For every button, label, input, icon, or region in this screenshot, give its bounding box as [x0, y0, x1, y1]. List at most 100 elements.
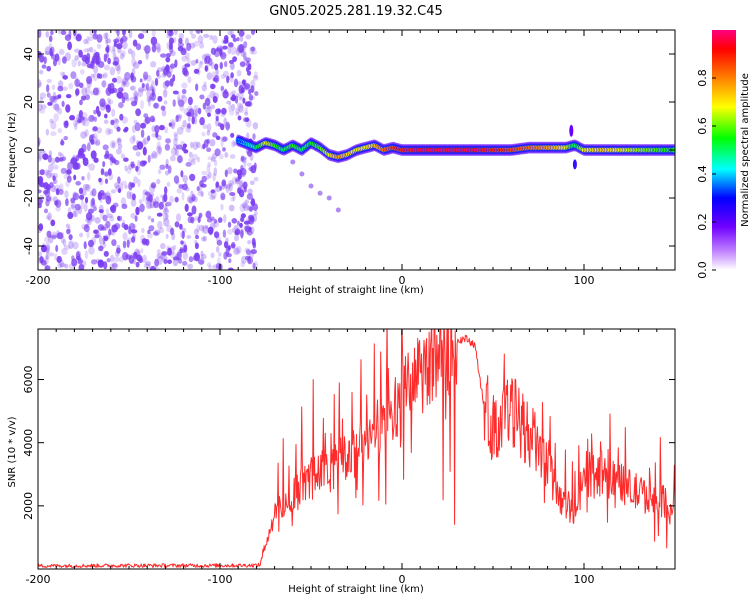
- noise-speckle: [74, 55, 79, 61]
- noise-speckle: [81, 61, 88, 67]
- noise-speckle: [147, 135, 151, 142]
- noise-speckle: [189, 42, 196, 49]
- noise-speckle: [210, 47, 217, 55]
- noise-speckle: [83, 241, 87, 250]
- noise-speckle: [212, 92, 219, 101]
- noise-speckle: [54, 103, 60, 112]
- noise-speckle: [197, 216, 201, 224]
- noise-speckle: [48, 252, 55, 257]
- noise-speckle: [189, 173, 196, 182]
- noise-speckle: [249, 180, 255, 186]
- noise-speckle: [208, 229, 213, 236]
- noise-speckle: [86, 230, 90, 239]
- noise-speckle: [220, 203, 224, 211]
- noise-speckle: [89, 46, 94, 53]
- noise-speckle: [129, 191, 134, 200]
- noise-speckle: [82, 183, 90, 190]
- noise-speckle: [196, 30, 200, 34]
- noise-speckle: [150, 182, 157, 189]
- noise-speckle: [160, 105, 166, 111]
- noise-speckle: [124, 165, 128, 172]
- noise-speckle: [176, 251, 182, 261]
- noise-speckle: [177, 155, 183, 164]
- faint-trace-point: [308, 183, 314, 189]
- noise-speckle: [61, 156, 67, 161]
- noise-speckle: [40, 245, 47, 253]
- noise-speckle: [183, 70, 189, 77]
- noise-speckle: [127, 48, 133, 55]
- noise-speckle: [244, 106, 248, 114]
- noise-speckle: [181, 192, 185, 201]
- noise-speckle: [115, 36, 121, 44]
- noise-speckle: [170, 147, 178, 156]
- colorbar-gradient: [712, 30, 736, 270]
- noise-speckle: [153, 152, 159, 159]
- noise-speckle: [173, 144, 179, 151]
- noise-speckle: [45, 215, 51, 220]
- noise-speckle: [199, 60, 204, 65]
- noise-speckle: [93, 109, 97, 115]
- noise-speckle: [214, 63, 219, 71]
- noise-speckle: [77, 258, 84, 265]
- noise-speckle: [61, 86, 68, 91]
- noise-speckle: [142, 71, 149, 80]
- noise-speckle: [199, 117, 205, 126]
- noise-speckle: [48, 235, 54, 244]
- noise-speckle: [228, 182, 233, 192]
- noise-speckle: [217, 257, 221, 264]
- noise-speckle: [234, 234, 239, 242]
- noise-speckle: [75, 89, 79, 97]
- noise-speckle: [188, 151, 193, 158]
- noise-speckle: [226, 76, 231, 81]
- noise-speckle: [61, 100, 65, 107]
- noise-speckle: [236, 81, 243, 86]
- noise-speckle: [109, 82, 115, 91]
- noise-speckle: [210, 189, 216, 194]
- noise-speckle: [207, 156, 214, 161]
- noise-speckle: [182, 260, 188, 266]
- noise-speckle: [86, 36, 90, 45]
- noise-speckle: [70, 204, 76, 210]
- noise-speckle: [84, 129, 89, 137]
- noise-speckle: [167, 165, 172, 174]
- noise-speckle: [236, 102, 244, 109]
- noise-speckle: [202, 225, 209, 235]
- noise-speckle: [175, 180, 180, 185]
- noise-speckle: [230, 103, 236, 111]
- noise-speckle: [243, 55, 247, 62]
- noise-speckle: [105, 191, 111, 200]
- noise-speckle: [90, 90, 96, 96]
- snr-frame: [37, 328, 676, 570]
- noise-speckle: [153, 201, 159, 208]
- noise-speckle: [168, 122, 172, 127]
- noise-speckle: [241, 255, 247, 264]
- y-tick-label: -40: [22, 237, 35, 255]
- noise-speckle: [160, 243, 166, 250]
- y-tick-label: 20: [22, 95, 35, 109]
- noise-speckle: [117, 143, 123, 150]
- noise-speckle: [145, 200, 152, 210]
- noise-speckle: [195, 30, 202, 34]
- noise-speckle: [132, 134, 136, 142]
- noise-speckle: [165, 163, 169, 170]
- noise-speckle: [114, 182, 119, 189]
- noise-speckle: [180, 170, 184, 178]
- noise-speckle: [246, 100, 253, 107]
- noise-speckle: [187, 212, 193, 217]
- noise-speckle: [210, 157, 216, 163]
- noise-speckle: [204, 225, 209, 230]
- noise-speckle: [131, 193, 136, 201]
- noise-speckle: [151, 150, 157, 159]
- noise-speckle: [133, 90, 138, 99]
- noise-speckle: [132, 145, 139, 151]
- noise-speckle: [66, 169, 72, 175]
- x-tick-label: -200: [26, 274, 51, 287]
- noise-speckle: [179, 102, 185, 112]
- noise-speckle: [95, 87, 101, 96]
- noise-speckle: [117, 215, 121, 221]
- noise-speckle: [239, 36, 244, 42]
- noise-speckle: [105, 195, 112, 205]
- noise-speckle: [156, 253, 163, 259]
- noise-speckle: [178, 37, 183, 44]
